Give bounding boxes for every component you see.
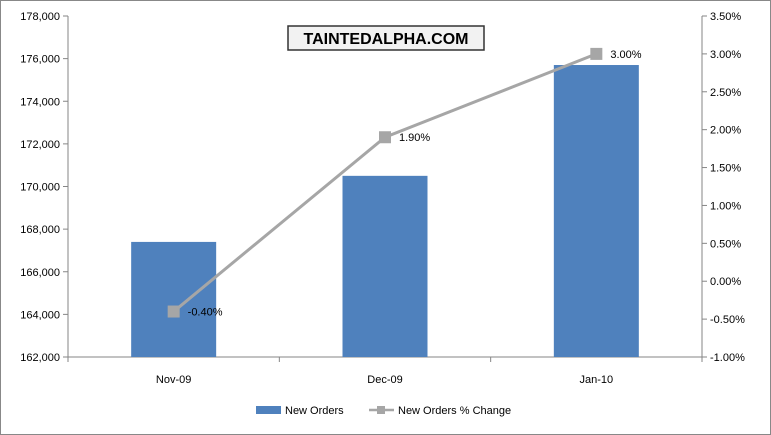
legend-swatch-new-orders (256, 406, 281, 414)
right-tick-label: -0.50% (710, 314, 745, 326)
left-tick-label: 164,000 (20, 309, 60, 321)
data-label-pct-change: 3.00% (610, 49, 641, 61)
right-tick-label: 0.50% (710, 238, 741, 250)
right-tick-label: 2.00% (710, 125, 741, 137)
x-tick-label: Dec-09 (367, 374, 402, 386)
brand-logo: TAINTEDALPHA.COM (287, 25, 485, 51)
legend-label-pct-change: New Orders % Change (398, 405, 511, 417)
left-tick-label: 166,000 (20, 267, 60, 279)
data-labels-layer: -0.40% 1.90% 3.00% (188, 49, 642, 319)
marker-pct-change (590, 47, 603, 60)
data-label-pct-change: -0.40% (188, 307, 223, 319)
left-tick-label: 176,000 (20, 54, 60, 66)
right-tick-label: 3.50% (710, 11, 741, 23)
right-tick-label: 1.00% (710, 200, 741, 212)
left-tick-label: 168,000 (20, 224, 60, 236)
x-tick-label: Jan-10 (580, 374, 614, 386)
legend-label-new-orders: New Orders (285, 405, 344, 417)
line-layer (167, 47, 603, 318)
brand-logo-text: TAINTEDALPHA.COM (303, 31, 468, 48)
left-tick-label: 178,000 (20, 11, 60, 23)
marker-pct-change (379, 131, 391, 144)
legend-marker-pct-change (377, 406, 385, 414)
left-tick-label: 172,000 (20, 139, 60, 151)
left-tick-label: 174,000 (20, 96, 60, 108)
legend: New Orders New Orders % Change (256, 405, 511, 417)
marker-pct-change (167, 305, 180, 318)
right-tick-label: 0.00% (710, 276, 741, 288)
right-tick-label: 1.50% (710, 163, 741, 175)
bars-layer (131, 65, 639, 358)
x-tick-label: Nov-09 (156, 374, 191, 386)
right-tick-label: 2.50% (710, 87, 741, 99)
left-tick-label: 170,000 (20, 182, 60, 194)
data-label-pct-change: 1.90% (399, 132, 430, 144)
bar-new-orders (342, 175, 428, 357)
right-tick-label: 3.00% (710, 49, 741, 61)
axes-layer: 162,000 164,000 166,000 168,000 170,000 172,0… (20, 11, 745, 386)
right-tick-label: -1.00% (710, 352, 745, 364)
bar-new-orders (553, 65, 639, 358)
left-tick-label: 162,000 (20, 352, 60, 364)
bar-new-orders (131, 241, 217, 357)
